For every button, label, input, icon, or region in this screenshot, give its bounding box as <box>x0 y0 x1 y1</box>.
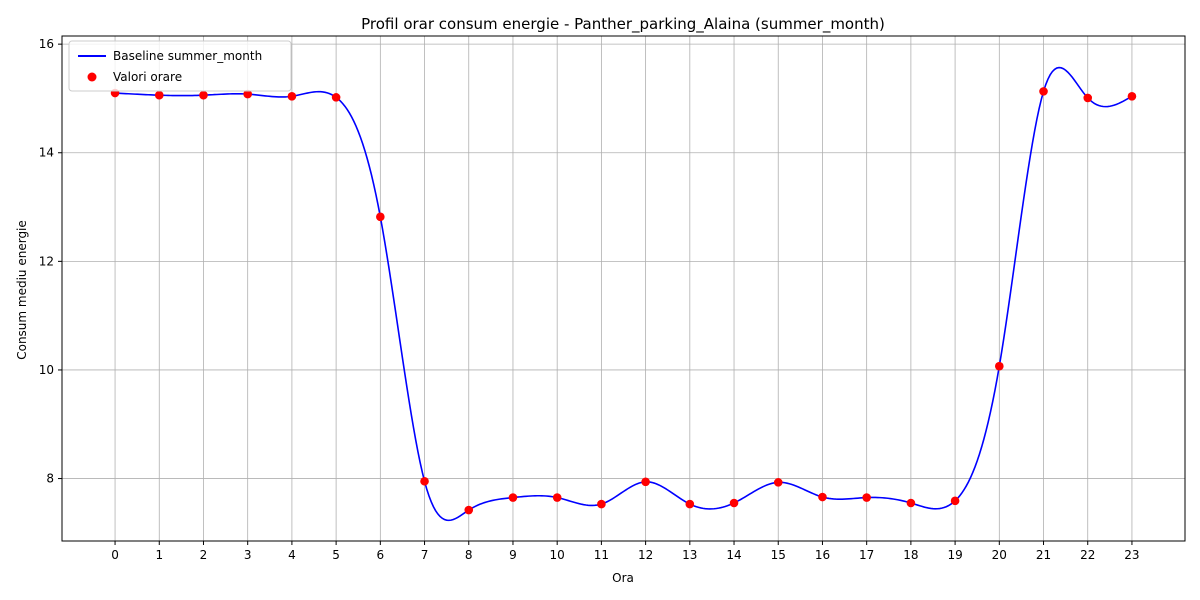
y-tick-label: 14 <box>39 146 54 160</box>
legend: Baseline summer_month Valori orare <box>68 40 292 92</box>
data-point <box>773 478 783 487</box>
legend-label-points: Valori orare <box>113 70 182 84</box>
data-point <box>287 91 297 101</box>
chart-title: Profil orar consum energie - Panther_par… <box>361 15 885 34</box>
data-point <box>464 505 474 515</box>
data-point <box>906 498 916 508</box>
data-point <box>995 361 1004 371</box>
x-tick-label: 12 <box>638 548 653 562</box>
x-axis-ticks: 0 1 2 3 4 5 6 7 8 9 10 11 12 13 14 15 16 17 18 19 20 21 22 23 <box>111 541 1140 562</box>
plot-frame <box>61 35 1186 542</box>
x-tick-label: 2 <box>200 548 208 562</box>
x-tick-label: 6 <box>377 548 385 562</box>
data-point <box>597 499 606 509</box>
data-point <box>729 498 739 508</box>
data-point <box>641 477 650 487</box>
data-point <box>243 89 252 99</box>
baseline-line <box>115 66 1133 522</box>
legend-point-swatch <box>87 72 97 82</box>
x-tick-label: 14 <box>726 548 741 562</box>
x-tick-label: 23 <box>1124 548 1139 562</box>
y-axis-ticks: 8 10 12 14 16 <box>39 37 62 486</box>
x-tick-label: 5 <box>332 548 340 562</box>
data-point <box>818 492 827 502</box>
data-point <box>552 493 562 502</box>
x-tick-label: 11 <box>594 548 609 562</box>
x-tick-label: 3 <box>244 548 252 562</box>
x-tick-label: 0 <box>111 548 119 562</box>
x-tick-label: 18 <box>903 548 918 562</box>
x-tick-label: 4 <box>288 548 296 562</box>
y-tick-label: 8 <box>46 472 54 486</box>
data-point <box>1127 91 1137 101</box>
x-tick-label: 15 <box>771 548 786 562</box>
x-tick-label: 19 <box>947 548 962 562</box>
y-axis-label: Consum mediu energie <box>15 220 29 360</box>
data-point <box>1039 87 1048 96</box>
y-tick-label: 16 <box>39 37 54 51</box>
data-point <box>420 476 429 486</box>
data-point <box>1083 93 1093 103</box>
series-baseline <box>115 66 1133 522</box>
x-tick-label: 7 <box>421 548 429 562</box>
data-point <box>685 499 695 509</box>
x-tick-label: 8 <box>465 548 473 562</box>
x-tick-label: 17 <box>859 548 874 562</box>
legend-box <box>68 40 292 92</box>
y-tick-label: 12 <box>39 254 54 268</box>
data-point <box>950 496 960 506</box>
x-tick-label: 9 <box>509 548 517 562</box>
x-tick-label: 21 <box>1036 548 1051 562</box>
data-point <box>154 90 164 100</box>
legend-label-baseline: Baseline summer_month <box>113 49 262 63</box>
y-tick-label: 10 <box>39 363 54 377</box>
x-tick-label: 16 <box>815 548 830 562</box>
x-tick-label: 13 <box>682 548 697 562</box>
x-tick-label: 22 <box>1080 548 1095 562</box>
x-tick-label: 1 <box>155 548 163 562</box>
x-axis-label: Ora <box>612 571 634 585</box>
grid <box>62 36 1185 541</box>
x-tick-label: 10 <box>550 548 565 562</box>
data-point <box>508 493 518 502</box>
data-point <box>199 90 208 100</box>
series-points <box>110 87 1137 515</box>
data-point <box>331 93 341 102</box>
x-tick-label: 20 <box>992 548 1007 562</box>
data-point <box>376 212 385 222</box>
data-point <box>862 493 871 502</box>
